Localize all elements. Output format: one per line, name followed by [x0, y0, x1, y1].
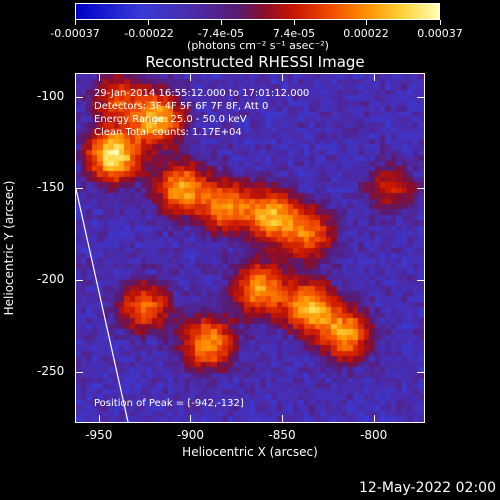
x-tick-mark-top: [98, 73, 100, 81]
x-tick-label: -950: [85, 428, 113, 442]
y-tick-mark: [75, 96, 83, 98]
y-tick-mark-right: [417, 371, 425, 373]
colorbar-tick-label: 0.00037: [417, 27, 463, 40]
colorbar-tick-mark: [148, 20, 150, 25]
x-tick-label: -900: [176, 428, 205, 442]
y-tick-mark: [75, 371, 83, 373]
x-tick-mark: [282, 415, 284, 423]
y-tick-mark-right: [417, 188, 425, 190]
x-axis-label: Heliocentric X (arcsec): [182, 445, 318, 459]
y-tick-label: -200: [37, 272, 65, 287]
colorbar-tick-label: 0.00022: [343, 27, 389, 40]
colorbar-tick-mark: [439, 20, 441, 25]
x-tick-mark-top: [282, 73, 284, 81]
y-tick-mark: [75, 188, 83, 190]
colorbar-tick-mark: [293, 20, 295, 25]
y-tick-mark-right: [417, 96, 425, 98]
y-tick-mark: [75, 280, 83, 282]
annotation-counts: Clean Total counts: 1.17E+04: [94, 127, 242, 138]
colorbar-tick-mark: [365, 20, 367, 25]
x-tick-mark: [373, 415, 375, 423]
y-tick-label: -150: [37, 180, 65, 195]
footer-date: 12-May-2022 02:00: [358, 480, 496, 496]
x-tick-mark-top: [190, 73, 192, 81]
plot-area: 29-Jan-2014 16:55:12.000 to 17:01:12.000…: [75, 73, 425, 423]
colorbar-tick-label: -7.4e-05: [197, 27, 245, 40]
colorbar-tick-label: 7.4e-05: [272, 27, 316, 40]
chart-title: Reconstructed RHESSI Image: [145, 53, 365, 71]
solar-limb-line: [76, 188, 129, 422]
colorbar: [75, 3, 440, 20]
colorbar-units: (photons cm⁻² s⁻¹ asec⁻²): [187, 39, 329, 52]
x-tick-label: -800: [360, 428, 388, 442]
annotation-time: 29-Jan-2014 16:55:12.000 to 17:01:12.000: [94, 88, 310, 99]
y-tick-label: -250: [37, 363, 65, 378]
peak-position-label: Position of Peak = [-942,-132]: [94, 398, 244, 409]
annotation-detectors: Detectors: 3F 4F 5F 6F 7F 8F, Att 0: [94, 101, 269, 112]
y-tick-mark-right: [417, 280, 425, 282]
colorbar-tick-mark: [74, 20, 76, 25]
x-tick-mark-top: [373, 73, 375, 81]
y-tick-label: -100: [37, 88, 65, 103]
x-tick-mark: [190, 415, 192, 423]
x-tick-mark: [98, 415, 100, 423]
colorbar-tick-label: -0.00022: [124, 27, 174, 40]
colorbar-tick-label: -0.00037: [50, 27, 100, 40]
y-axis-label: Heliocentric Y (arcsec): [2, 180, 16, 316]
x-tick-label: -850: [268, 428, 296, 442]
colorbar-tick-mark: [220, 20, 222, 25]
heatmap-image: [76, 74, 424, 422]
annotation-energy: Energy Range: 25.0 - 50.0 keV: [94, 114, 247, 125]
